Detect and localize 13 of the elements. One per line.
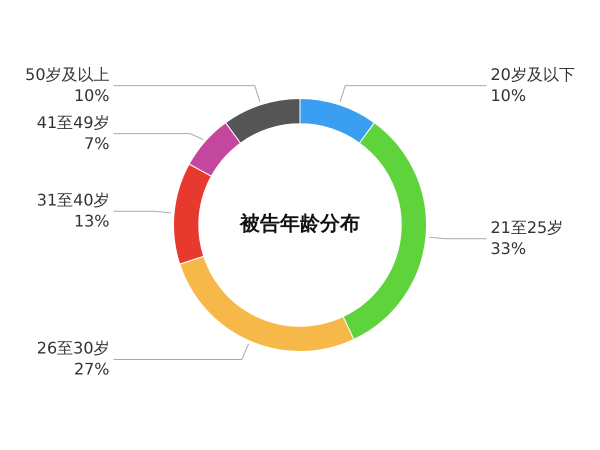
data-label: 10%	[490, 86, 526, 105]
data-label: 27%	[74, 360, 110, 379]
data-label: 7%	[84, 134, 110, 153]
slice-label: 26至30岁	[36, 338, 110, 358]
slice-label: 31至40岁	[36, 190, 110, 210]
data-label: 33%	[490, 238, 526, 258]
slice-label: 41至49岁	[36, 112, 110, 132]
text: 被告年龄分布	[239, 211, 360, 236]
data-label: 13%	[74, 211, 110, 230]
slice-label: 20岁及以下	[490, 64, 575, 84]
data-label: 10%	[74, 86, 110, 105]
slice-label: 21至25岁	[490, 218, 564, 237]
slice-label: 50岁及以上	[25, 64, 110, 84]
